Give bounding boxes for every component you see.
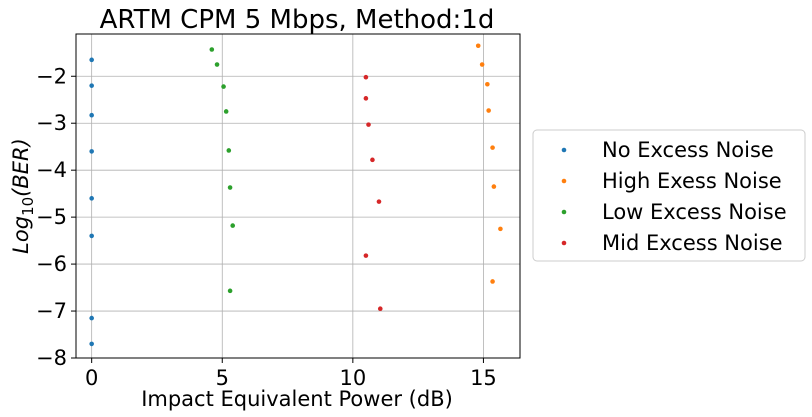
y-tick-label: −3	[36, 111, 67, 135]
legend-marker	[561, 209, 567, 215]
legend-box	[532, 129, 806, 262]
y-tick-label: −8	[36, 346, 67, 370]
data-point	[89, 57, 94, 63]
y-tick-label: −2	[36, 64, 67, 88]
data-point	[491, 184, 497, 189]
data-point	[490, 279, 495, 284]
y-axis: −8 −7 −6 −5 −4 −3 −2	[36, 64, 76, 370]
legend-label: Low Excess Noise	[602, 200, 787, 224]
data-point	[370, 157, 375, 163]
y-axis-title-suffix: (BER)	[9, 138, 33, 197]
data-point	[363, 253, 369, 258]
data-point	[227, 185, 233, 190]
y-tick-label: −6	[36, 252, 67, 276]
legend-label: No Excess Noise	[602, 138, 774, 162]
data-point	[363, 74, 369, 80]
y-axis-title-subscript: 10	[19, 197, 37, 216]
data-point	[377, 306, 383, 311]
data-point	[230, 223, 236, 228]
data-point	[485, 81, 490, 87]
legend-label: High Exess Noise	[602, 169, 782, 193]
data-point	[209, 47, 215, 52]
data-point	[226, 148, 232, 153]
data-point	[89, 112, 94, 118]
chart-title: ARTM CPM 5 Mbps, Method:1d	[100, 5, 495, 35]
grid	[76, 34, 520, 359]
legend-marker	[561, 240, 567, 246]
data-point	[89, 196, 94, 201]
y-tick-label: −5	[36, 205, 67, 229]
data-points	[89, 43, 503, 347]
plot-frame	[75, 33, 521, 359]
x-axis-title: Impact Equivalent Power (dB)	[141, 387, 453, 411]
x-tick-label: 0	[85, 366, 98, 390]
data-point	[490, 145, 495, 150]
data-point	[363, 96, 369, 101]
data-point	[227, 288, 233, 294]
data-point	[89, 315, 94, 321]
data-point	[475, 43, 481, 49]
x-tick-label: 15	[470, 366, 497, 390]
y-tick-label: −4	[36, 158, 67, 182]
legend-marker	[561, 147, 567, 153]
legend: No Excess Noise High Exess Noise Low Exces…	[532, 129, 806, 262]
y-tick-label: −7	[36, 299, 67, 323]
y-axis-title-prefix: Log	[9, 216, 33, 254]
y-axis-title: Log10(BER)	[9, 138, 37, 254]
data-point	[214, 62, 220, 67]
data-point	[89, 233, 94, 239]
data-point	[221, 84, 226, 89]
data-point	[89, 341, 94, 347]
data-point	[376, 199, 382, 204]
data-point	[223, 109, 229, 114]
data-point	[89, 149, 94, 154]
data-point	[486, 108, 491, 113]
data-point	[89, 83, 94, 88]
x-axis: 0 5 10 15	[85, 358, 497, 390]
legend-label: Mid Excess Noise	[602, 231, 783, 255]
x-tick-label: 5	[216, 366, 229, 390]
data-point	[498, 226, 503, 232]
x-tick-label: 10	[339, 366, 366, 390]
data-point	[479, 62, 485, 67]
legend-marker	[561, 178, 567, 184]
data-point	[366, 122, 371, 127]
